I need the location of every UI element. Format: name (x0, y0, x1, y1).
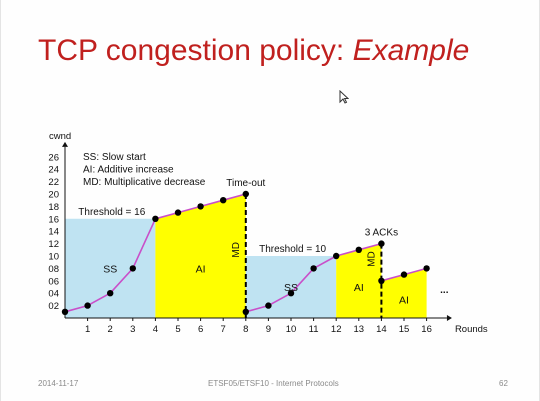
footer-page-number: 62 (499, 379, 508, 388)
cwnd-line-segment (109, 267, 134, 294)
data-point (242, 190, 249, 198)
y-tick-label: 12 (48, 239, 59, 250)
x-axis-label: Rounds (455, 324, 488, 335)
x-tick-label: 7 (221, 324, 226, 335)
legend-entry-1: SS: Slow start (83, 152, 146, 163)
region-label-3: SS (284, 282, 298, 294)
cwnd-line-segment (155, 211, 179, 220)
cwnd-line-segment (403, 267, 427, 276)
y-tick-label: 14 (48, 227, 59, 238)
data-point (129, 265, 136, 272)
data-point (152, 215, 159, 222)
annotation-5: ... (440, 285, 449, 296)
x-tick-label: 9 (266, 324, 271, 335)
region-1 (65, 218, 156, 318)
y-tick-label: 10 (48, 252, 59, 263)
x-tick-label: 1 (85, 324, 90, 335)
y-tick-label: 08 (48, 264, 59, 275)
annotation-4: 3 ACKs (365, 228, 398, 239)
x-tick-label: 15 (399, 324, 410, 335)
cwnd-line-segment (87, 292, 111, 307)
annotation-1: Threshold = 16 (78, 207, 145, 218)
x-tick-label: 4 (153, 324, 158, 335)
y-axis-arrow (62, 141, 68, 147)
footer-date: 2014-11-17 (38, 379, 79, 388)
data-point (423, 265, 430, 272)
data-point (378, 240, 385, 247)
y-tick-label: 06 (48, 276, 59, 287)
y-axis-label: cwnd (49, 131, 71, 142)
x-tick-label: 10 (286, 324, 297, 335)
y-tick-label: 20 (48, 190, 59, 201)
slide-title: TCP congestion policy: Example (38, 34, 469, 68)
x-tick-label: 5 (175, 324, 180, 335)
cwnd-line-segment (313, 255, 337, 270)
x-tick-label: 11 (309, 324, 319, 335)
x-tick-label: 12 (331, 324, 342, 335)
region-2 (155, 194, 246, 318)
y-tick-label: 16 (48, 214, 59, 225)
mouse-pointer-icon (339, 90, 349, 104)
cwnd-line-segment (200, 199, 224, 208)
y-tick-label: 02 (48, 301, 59, 312)
x-axis-arrow (446, 315, 452, 321)
data-point (107, 290, 114, 297)
data-point (61, 308, 69, 315)
x-tick-label: 16 (421, 324, 432, 335)
y-tick-label: 24 (48, 165, 59, 176)
data-point (287, 290, 295, 297)
cwnd-line-segment (177, 205, 201, 214)
y-tick-label: 04 (48, 289, 59, 300)
md-label-1: MD (231, 242, 242, 258)
data-point (378, 277, 385, 284)
region-label-2: AI (196, 263, 206, 275)
data-point (265, 302, 272, 309)
x-tick-label: 13 (354, 324, 365, 335)
data-point (242, 308, 249, 315)
cwnd-line-segment (290, 267, 315, 294)
cwnd-line-segment (132, 218, 157, 269)
region-label-4: AI (354, 282, 364, 294)
data-point (174, 209, 182, 216)
x-tick-label: 3 (130, 324, 135, 335)
x-tick-label: 6 (198, 324, 203, 335)
annotation-3: Time-out (226, 178, 265, 189)
region-5 (381, 268, 427, 318)
x-tick-label: 8 (243, 324, 248, 335)
y-tick-label: 22 (48, 177, 59, 188)
data-point (355, 246, 362, 253)
data-point (310, 265, 317, 272)
cwnd-line-segment (222, 193, 247, 201)
region-4 (336, 243, 382, 318)
cwnd-line-segment (64, 304, 88, 313)
data-point (400, 271, 408, 278)
y-tick-label: 18 (48, 202, 59, 213)
data-point (84, 302, 91, 309)
data-point (197, 203, 204, 210)
legend-entry-2: AI: Additive increase (83, 164, 174, 175)
cwnd-line-segment (335, 249, 360, 257)
region-label-1: SS (103, 263, 117, 275)
data-point (220, 197, 227, 204)
title-main: TCP congestion policy: (38, 34, 353, 67)
md-label-2: MD (366, 251, 377, 267)
marks-layer (61, 190, 430, 318)
cwnd-line-segment (268, 292, 292, 307)
region-label-5: AI (399, 294, 409, 306)
data-point (333, 252, 340, 260)
annotation-2: Threshold = 10 (259, 244, 326, 255)
cwnd-line-segment (381, 273, 405, 282)
cwnd-line-segment (245, 304, 269, 313)
title-emphasis: Example (352, 34, 470, 67)
y-tick-label: 26 (48, 152, 59, 163)
legend-entry-3: MD: Multiplicative decrease (83, 177, 206, 188)
x-tick-label: 2 (108, 324, 113, 335)
footer-course: ETSF05/ETSF10 - Internet Protocols (208, 379, 339, 388)
x-tick-label: 14 (376, 324, 387, 335)
cwnd-line-segment (358, 242, 382, 251)
